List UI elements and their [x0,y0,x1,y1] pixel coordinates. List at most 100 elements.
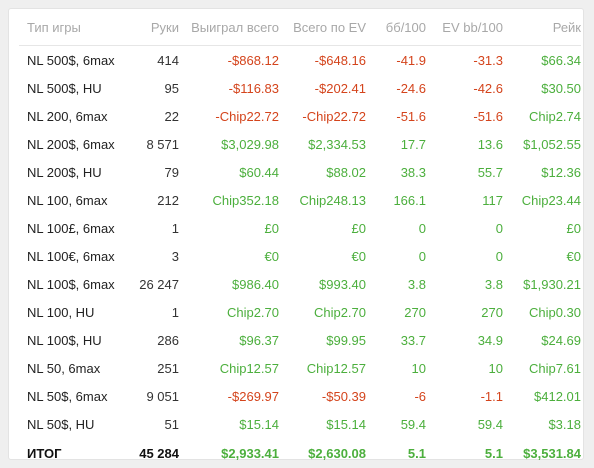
cell-game-type: NL 100, HU [27,304,95,320]
cell-game-type: NL 100, 6max [27,192,108,208]
cell-ev-bb100: 0 [495,220,503,236]
cell-won-total: $15.14 [239,416,279,432]
header-ev-bb100[interactable]: EV bb/100 [426,9,503,46]
cell-won-total: Chip2.70 [226,304,279,320]
cell-won-total: £0 [264,220,279,236]
cell-hands: 95 [164,80,179,96]
cell-game-type: NL 100$, 6max [27,276,115,292]
cell-hands: 251 [157,360,179,376]
header-game-type[interactable]: Тип игры [19,9,114,46]
table-row[interactable]: NL 100, 6max 212 Chip352.18 Chip248.13 166.1… [19,186,581,214]
cell-bb100: 59.4 [400,416,426,432]
cell-ev-bb100: -51.6 [473,108,503,124]
cell-hands: 26 247 [139,276,179,292]
cell-ev-total: £0 [351,220,366,236]
cell-rake: $12.36 [541,164,581,180]
cell-ev-total: $88.02 [326,164,366,180]
cell-hands: 8 571 [146,136,179,152]
cell-ev-bb100: 34.9 [477,332,503,348]
total-cell-hands: 45 284 [139,445,179,461]
cell-won-total: $96.37 [239,332,279,348]
cell-rake: Chip2.74 [528,108,581,124]
cell-ev-bb100: 55.7 [477,164,503,180]
cell-bb100: 33.7 [400,332,426,348]
cell-won-total: $986.40 [232,276,279,292]
total-cell-bb100: 5.1 [407,445,426,461]
cell-bb100: 17.7 [400,136,426,152]
table-row[interactable]: NL 200$, HU 79 $60.44 $88.02 38.3 55.7 $12.36 [19,158,581,186]
table-row[interactable]: NL 500$, 6max 414 -$868.12 -$648.16 -41.9 -31… [19,46,581,75]
cell-bb100: 38.3 [400,164,426,180]
cell-bb100: 3.8 [407,276,426,292]
total-row: ИТОГ 45 284 $2,933.41 $2,630.08 5.1 5.1 $3,531… [19,438,581,468]
table-row[interactable]: NL 100, HU 1 Chip2.70 Chip2.70 270 270 Chip0.3… [19,298,581,326]
header-bb100[interactable]: бб/100 [366,9,426,46]
cell-bb100: -51.6 [396,108,426,124]
cell-game-type: NL 500$, HU [27,80,102,96]
cell-hands: 51 [164,416,179,432]
cell-ev-total: Chip248.13 [299,192,367,208]
cell-won-total: Chip12.57 [219,360,279,376]
cell-ev-total: -$648.16 [314,52,366,68]
table-row[interactable]: NL 50$, 6max 9 051 -$269.97 -$50.39 -6 -1.1 $4… [19,382,581,410]
table-row[interactable]: NL 50, 6max 251 Chip12.57 Chip12.57 10 10 Chip… [19,354,581,382]
cell-rake: £0 [566,220,581,236]
header-hands[interactable]: Руки [114,9,179,46]
cell-ev-bb100: 13.6 [477,136,503,152]
cell-game-type: NL 200$, HU [27,164,102,180]
cell-hands: 414 [157,52,179,68]
cell-ev-total: $15.14 [326,416,366,432]
cell-rake: Chip7.61 [528,360,581,376]
cell-rake: $24.69 [541,332,581,348]
cell-won-total: Chip352.18 [212,192,280,208]
cell-game-type: NL 50$, HU [27,416,95,432]
cell-bb100: 0 [418,220,426,236]
cell-bb100: -41.9 [396,52,426,68]
table-row[interactable]: NL 100£, 6max 1 £0 £0 0 0 £0 [19,214,581,242]
cell-hands: 22 [164,108,179,124]
total-cell-won-total: $2,933.41 [221,445,279,461]
table-row[interactable]: NL 100€, 6max 3 €0 €0 0 0 €0 [19,242,581,270]
table-row[interactable]: NL 500$, HU 95 -$116.83 -$202.41 -24.6 -42.6 $… [19,74,581,102]
cell-ev-total: $993.40 [319,276,366,292]
cell-game-type: NL 200, 6max [27,108,108,124]
cell-hands: 3 [171,248,179,264]
cell-ev-bb100: -1.1 [480,388,503,404]
cell-ev-bb100: 270 [481,304,503,320]
table-row[interactable]: NL 200$, 6max 8 571 $3,029.98 $2,334.53 17.7… [19,130,581,158]
cell-hands: 212 [157,192,179,208]
cell-ev-bb100: -42.6 [473,80,503,96]
cell-rake: $412.01 [534,388,581,404]
cell-bb100: 270 [404,304,426,320]
cell-game-type: NL 50, 6max [27,360,101,376]
header-ev-total[interactable]: Всего по EV [279,9,366,46]
table-row[interactable]: NL 100$, HU 286 $96.37 $99.95 33.7 34.9 $24.69 [19,326,581,354]
cell-game-type: NL 100£, 6max [27,220,115,236]
cell-rake: $30.50 [541,80,581,96]
cell-won-total: $3,029.98 [221,136,279,152]
total-cell-rake: $3,531.84 [523,445,581,461]
table-row[interactable]: NL 100$, 6max 26 247 $986.40 $993.40 3.8 3.8 $… [19,270,581,298]
cell-ev-bb100: 0 [495,248,503,264]
cell-ev-bb100: 59.4 [477,416,503,432]
header-rake[interactable]: Рейк [503,9,581,46]
cell-rake: $3.18 [548,416,581,432]
header-won-total[interactable]: Выиграл всего [179,9,279,46]
cell-ev-bb100: 117 [482,192,503,208]
table-row[interactable]: NL 50$, HU 51 $15.14 $15.14 59.4 59.4 $3.18 [19,410,581,438]
cell-bb100: 166.1 [393,192,426,208]
cell-ev-total: Chip12.57 [306,360,366,376]
cell-hands: 79 [164,164,179,180]
cell-bb100: 10 [411,360,426,376]
cell-rake: $66.34 [541,52,581,68]
cell-rake: Chip23.44 [521,192,581,208]
cell-ev-total: -Chip22.72 [302,108,366,124]
cell-ev-total: €0 [351,248,366,264]
stats-panel: Тип игры Руки Выиграл всего Всего по EV … [8,8,584,461]
table-row[interactable]: NL 200, 6max 22 -Chip22.72 -Chip22.72 -51.6 -… [19,102,581,130]
cell-won-total: -$269.97 [227,388,279,404]
cell-ev-total: -$50.39 [321,388,366,404]
cell-rake: €0 [566,248,581,264]
cell-game-type: NL 100$, HU [27,332,102,348]
cell-hands: 1 [171,304,179,320]
